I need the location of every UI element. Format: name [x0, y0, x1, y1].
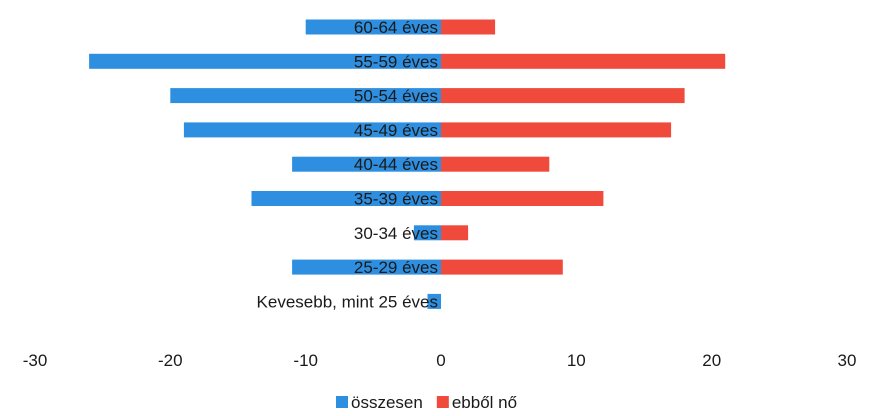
category-label-3: 45-49 éves: [354, 121, 438, 140]
x-tick-label-3: 0: [436, 351, 445, 370]
x-tick-label-1: -20: [158, 351, 183, 370]
legend-label-1: ebből nő: [452, 393, 517, 412]
bar-women-6: [441, 225, 469, 241]
bar-women-3: [441, 122, 672, 138]
category-label-4: 40-44 éves: [354, 155, 438, 174]
bar-total-3: [183, 122, 441, 138]
legend-swatch-0: [336, 396, 348, 408]
bar-total-8: [427, 293, 441, 309]
legend: összesen ebből nő: [336, 393, 517, 412]
bar-total-7: [292, 259, 441, 275]
x-tick-label-0: -30: [23, 351, 48, 370]
bar-total-0: [305, 19, 441, 35]
bar-total-5: [251, 191, 441, 206]
category-label-5: 35-39 éves: [354, 190, 438, 209]
legend-label-0: összesen: [351, 393, 423, 412]
bar-women-0: [441, 19, 496, 35]
x-axis-ticks: -30 -20 -10 0 10 20 30: [23, 351, 857, 370]
legend-swatch-1: [436, 396, 449, 408]
category-labels: 60-64 éves 55-59 éves 50-54 éves 45-49 éves…: [257, 18, 438, 311]
bar-women-5: [441, 191, 604, 206]
category-label-2: 50-54 éves: [354, 87, 438, 106]
bar-total-4: [292, 156, 441, 172]
bars-layer: [89, 19, 726, 309]
bar-total-2: [170, 88, 442, 104]
bar-women-1: [441, 53, 726, 69]
category-label-6: 30-34 éves: [354, 224, 438, 243]
bar-women-4: [441, 156, 550, 172]
bar-total-6: [413, 225, 441, 241]
x-tick-label-5: 20: [702, 351, 721, 370]
x-tick-label-2: -10: [293, 351, 318, 370]
category-label-7: 25-29 éves: [354, 258, 438, 277]
bar-women-2: [441, 88, 685, 104]
bar-total-1: [89, 53, 441, 69]
category-label-8: Kevesebb, mint 25 éves: [257, 292, 438, 311]
bar-women-7: [441, 259, 563, 275]
x-tick-label-4: 10: [567, 351, 586, 370]
x-tick-label-6: 30: [838, 351, 857, 370]
category-label-1: 55-59 éves: [354, 52, 438, 71]
category-label-0: 60-64 éves: [354, 18, 438, 37]
